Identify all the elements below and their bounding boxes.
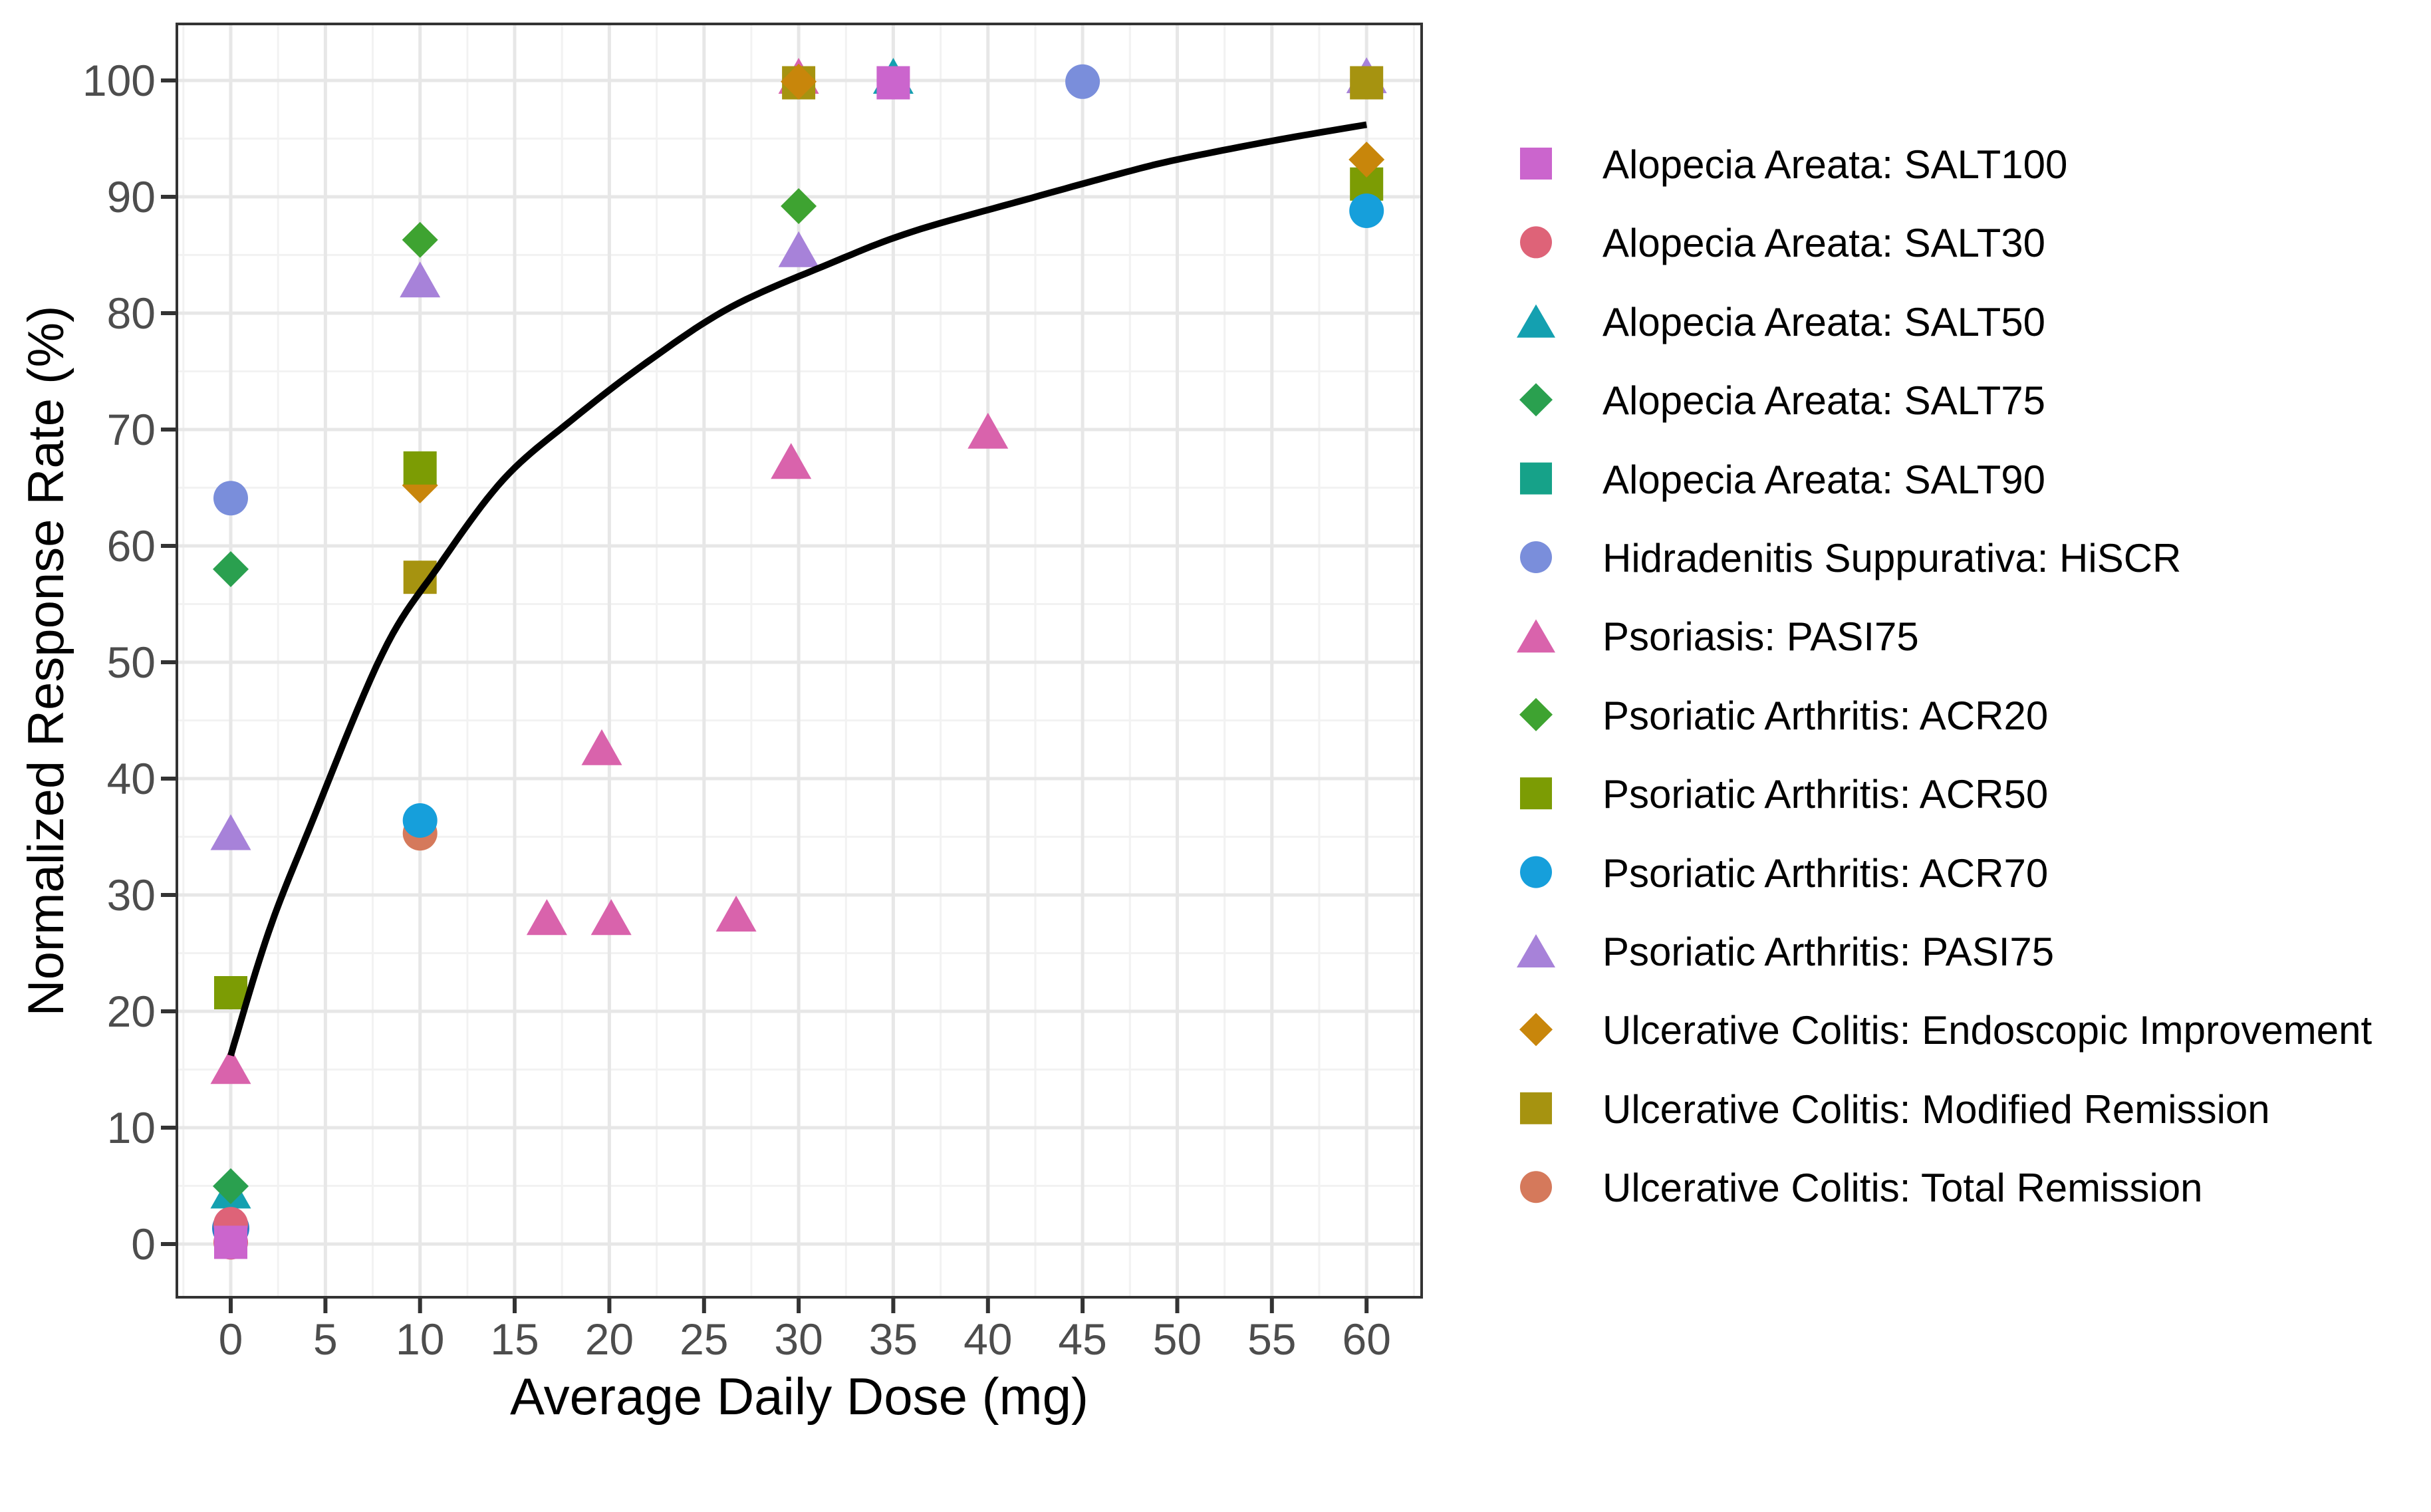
svg-text:10: 10: [396, 1315, 444, 1364]
svg-text:20: 20: [107, 987, 156, 1036]
svg-text:50: 50: [107, 638, 156, 687]
svg-text:30: 30: [107, 870, 156, 920]
svg-text:60: 60: [107, 521, 156, 570]
svg-text:70: 70: [107, 405, 156, 454]
svg-text:40: 40: [107, 754, 156, 803]
svg-text:15: 15: [490, 1315, 539, 1364]
svg-text:Psoriatic Arthritis: PASI75: Psoriatic Arthritis: PASI75: [1602, 930, 2054, 974]
svg-text:30: 30: [774, 1315, 823, 1364]
svg-text:Alopecia Areata: SALT75: Alopecia Areata: SALT75: [1602, 378, 2045, 423]
svg-text:Psoriatic Arthritis: ACR20: Psoriatic Arthritis: ACR20: [1602, 693, 2048, 738]
svg-text:Average Daily Dose (mg): Average Daily Dose (mg): [510, 1367, 1088, 1426]
svg-text:45: 45: [1058, 1315, 1106, 1364]
svg-text:Ulcerative Colitis: Total Remi: Ulcerative Colitis: Total Remission: [1602, 1166, 2203, 1210]
svg-text:Psoriatic Arthritis: ACR70: Psoriatic Arthritis: ACR70: [1602, 851, 2048, 896]
svg-text:Alopecia Areata: SALT50: Alopecia Areata: SALT50: [1602, 300, 2045, 344]
svg-text:0: 0: [131, 1219, 156, 1269]
svg-text:80: 80: [107, 289, 156, 338]
svg-text:Hidradenitis Suppurativa: HiSC: Hidradenitis Suppurativa: HiSCR: [1602, 536, 2181, 580]
svg-text:Psoriatic Arthritis: ACR50: Psoriatic Arthritis: ACR50: [1602, 772, 2048, 817]
svg-text:Alopecia Areata: SALT90: Alopecia Areata: SALT90: [1602, 457, 2045, 502]
svg-text:50: 50: [1153, 1315, 1202, 1364]
svg-text:55: 55: [1247, 1315, 1296, 1364]
svg-text:25: 25: [680, 1315, 728, 1364]
svg-text:0: 0: [219, 1315, 243, 1364]
svg-text:10: 10: [107, 1103, 156, 1152]
svg-text:Ulcerative Colitis: Modified R: Ulcerative Colitis: Modified Remission: [1602, 1087, 2270, 1132]
svg-text:Normalized Response Rate (%): Normalized Response Rate (%): [18, 306, 74, 1017]
svg-text:90: 90: [107, 172, 156, 221]
svg-text:Psoriasis: PASI75: Psoriasis: PASI75: [1602, 614, 1919, 659]
svg-text:Ulcerative Colitis: Endoscopic: Ulcerative Colitis: Endoscopic Improveme…: [1602, 1008, 2372, 1053]
svg-text:Alopecia Areata: SALT100: Alopecia Areata: SALT100: [1602, 142, 2067, 187]
svg-text:20: 20: [585, 1315, 634, 1364]
svg-text:100: 100: [82, 56, 156, 105]
svg-text:60: 60: [1342, 1315, 1390, 1364]
svg-text:5: 5: [313, 1315, 338, 1364]
svg-text:Alopecia Areata: SALT30: Alopecia Areata: SALT30: [1602, 221, 2045, 265]
svg-text:40: 40: [963, 1315, 1012, 1364]
svg-text:35: 35: [869, 1315, 918, 1364]
